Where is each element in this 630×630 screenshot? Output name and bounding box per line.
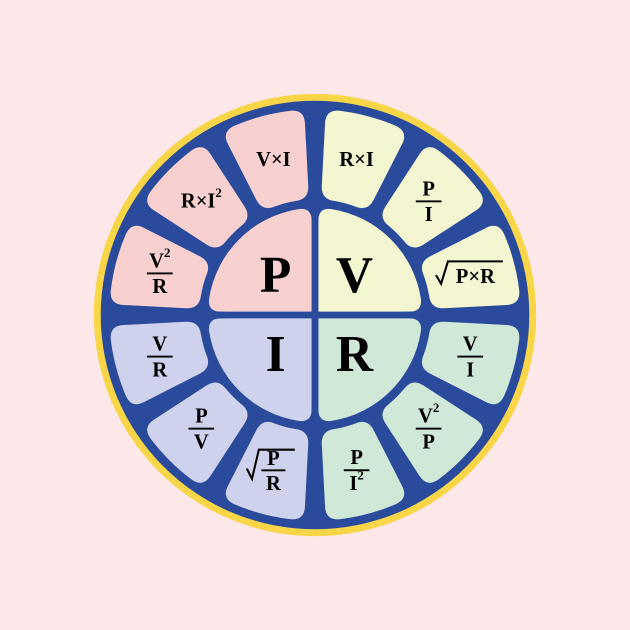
svg-text:V: V [152, 334, 167, 356]
svg-text:R: R [152, 359, 168, 381]
svg-text:V×I: V×I [256, 149, 291, 171]
svg-text:V: V [194, 431, 209, 453]
svg-text:P: P [195, 406, 208, 428]
svg-text:P: P [350, 447, 363, 469]
svg-text:P: P [267, 448, 280, 470]
hub-letter-p: P [260, 247, 291, 304]
svg-text:R: R [266, 473, 282, 495]
hub-letter-v: V [336, 247, 373, 304]
svg-text:R×I: R×I [339, 149, 374, 171]
svg-text:R: R [152, 276, 168, 298]
ohms-law-wheel: PV2RR×I2V×IVR×IPIP×RRVIV2PPI2IPRPVVR [45, 45, 585, 585]
svg-text:I: I [425, 204, 433, 226]
formula-p-2: V×I [256, 149, 291, 171]
svg-text:P: P [422, 431, 435, 453]
svg-text:V: V [463, 334, 478, 356]
svg-text:P: P [422, 178, 435, 200]
svg-text:I: I [466, 359, 474, 381]
hub-letter-i: I [266, 326, 286, 383]
svg-text:P×R: P×R [456, 266, 496, 288]
hub-letter-r: R [336, 326, 374, 383]
formula-v-0: R×I [339, 149, 374, 171]
